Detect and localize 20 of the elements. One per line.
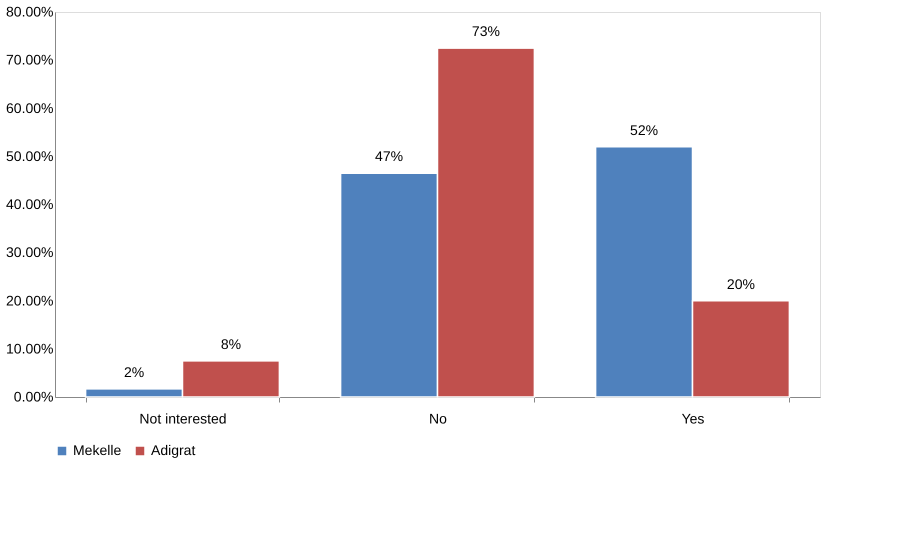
data-label: 8% <box>220 336 242 352</box>
data-label: 2% <box>124 364 144 380</box>
legend-label: Mekelle <box>73 442 122 458</box>
y-tick-label: 20.00% <box>6 292 54 308</box>
legend-label: Adigrat <box>151 442 196 458</box>
y-tick-label: 0.00% <box>14 388 54 404</box>
y-tick-label: 30.00% <box>6 244 54 260</box>
y-tick-label: 50.00% <box>6 148 54 164</box>
x-tick-label: Yes <box>682 410 704 426</box>
data-label: 52% <box>630 122 658 138</box>
y-tick-label: 70.00% <box>6 52 54 68</box>
y-tick-label: 80.00% <box>6 4 54 20</box>
x-tick-label: No <box>429 410 448 426</box>
y-tick-label: 40.00% <box>6 196 54 212</box>
data-label: 73% <box>472 23 500 40</box>
data-label: 47% <box>375 148 404 164</box>
y-tick-label: 10.00% <box>6 340 54 356</box>
x-tick-label: Not interested <box>139 410 227 426</box>
y-tick-label: 60.00% <box>6 100 54 116</box>
data-label: 20% <box>726 276 755 292</box>
